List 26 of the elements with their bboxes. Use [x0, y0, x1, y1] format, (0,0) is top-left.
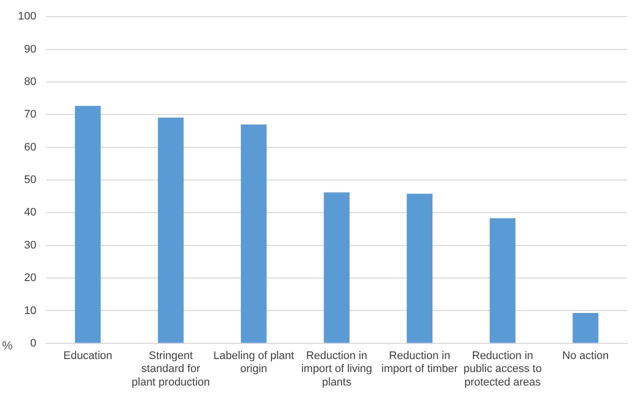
y-tick-label: 50	[24, 174, 36, 186]
y-tick-label: 70	[24, 108, 36, 121]
bar	[490, 218, 516, 343]
y-tick-label: 0	[30, 337, 36, 350]
y-axis-title: %	[2, 338, 13, 353]
bar	[74, 106, 101, 343]
bar	[158, 118, 184, 343]
x-tick-label: Reduction in import of living plants	[301, 350, 372, 388]
bar	[406, 194, 432, 343]
y-tick-label: 40	[24, 206, 36, 219]
y-tick-label: 90	[24, 43, 36, 56]
y-tick-label: 30	[24, 239, 36, 252]
y-tick-label: 20	[24, 272, 36, 284]
y-tick-label: 80	[24, 76, 36, 88]
x-tick-label: Reduction in public access to protected areas	[463, 350, 542, 388]
x-tick-label: Stringent standard for plant production	[132, 350, 210, 388]
bar	[324, 192, 350, 343]
bar	[572, 313, 598, 343]
x-tick-label: Education	[63, 350, 112, 362]
x-tick-label: No action	[562, 350, 609, 362]
x-tick-label: Labeling of plant origin	[213, 350, 294, 376]
x-tick-label: Reduction in import of timber	[381, 350, 458, 376]
y-tick-label: 10	[24, 304, 36, 317]
y-tick-label: 60	[24, 141, 36, 154]
bar	[240, 124, 267, 343]
y-tick-label: 100	[18, 10, 36, 23]
